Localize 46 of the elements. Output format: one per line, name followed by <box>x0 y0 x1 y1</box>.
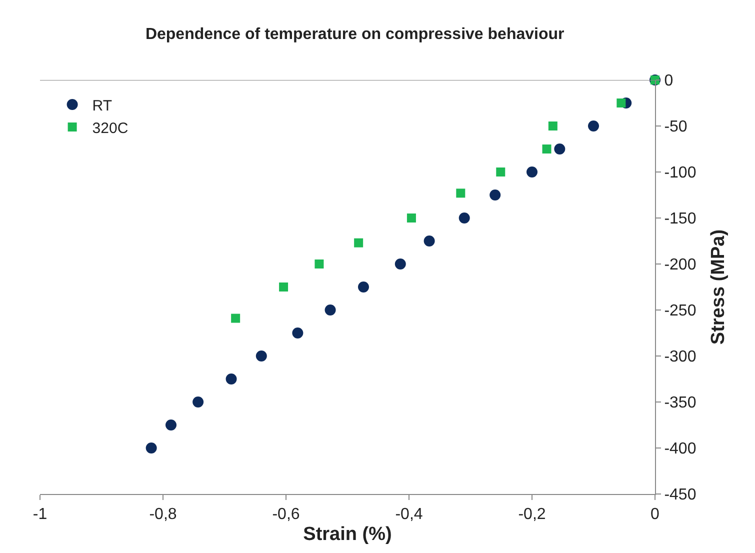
legend-label: RT <box>92 97 112 114</box>
y-tick-label: -250 <box>664 302 696 320</box>
point <box>542 144 552 154</box>
point <box>490 190 501 200</box>
y-tick-label: -100 <box>664 164 696 182</box>
y-tick-label: -150 <box>664 210 696 228</box>
y-tick-label: -350 <box>664 394 696 412</box>
point <box>406 214 416 222</box>
point <box>314 260 324 268</box>
y-tick-label: -450 <box>664 486 696 504</box>
x-tick-label: -0,2 <box>518 506 546 524</box>
y-tick-label: 0 <box>664 72 674 90</box>
point <box>279 282 288 292</box>
point <box>231 314 240 323</box>
point <box>324 304 336 316</box>
point <box>226 374 237 384</box>
point <box>526 166 538 178</box>
x-tick-label: -0,8 <box>149 506 177 524</box>
point <box>548 122 558 130</box>
point <box>358 282 369 292</box>
x-tick-label: -1 <box>32 506 48 524</box>
x-tick-label: -0,4 <box>395 506 423 524</box>
y-tick-label: -200 <box>664 256 696 274</box>
point <box>616 98 626 108</box>
point <box>588 120 599 132</box>
x-tick-label: 0 <box>650 506 660 524</box>
x-axis-title: Strain (%) <box>303 524 392 545</box>
y-tick-label: -400 <box>664 440 696 458</box>
point <box>192 396 204 408</box>
point <box>166 420 176 430</box>
point <box>456 188 466 198</box>
point <box>292 328 304 338</box>
legend-label: 320C <box>92 120 128 137</box>
chart-title: Dependence of temperature on compressive behaviour <box>145 26 564 43</box>
y-axis-title: Stress (MPa) <box>708 229 730 345</box>
point <box>256 350 267 362</box>
point <box>146 442 157 454</box>
y-tick-label: -50 <box>664 118 688 136</box>
x-tick-label: -0,6 <box>272 506 300 524</box>
point <box>458 212 470 224</box>
point <box>554 144 566 154</box>
y-tick-label: -300 <box>664 348 696 366</box>
point <box>424 236 435 246</box>
point <box>496 168 506 176</box>
point <box>394 258 406 270</box>
point <box>354 238 364 248</box>
